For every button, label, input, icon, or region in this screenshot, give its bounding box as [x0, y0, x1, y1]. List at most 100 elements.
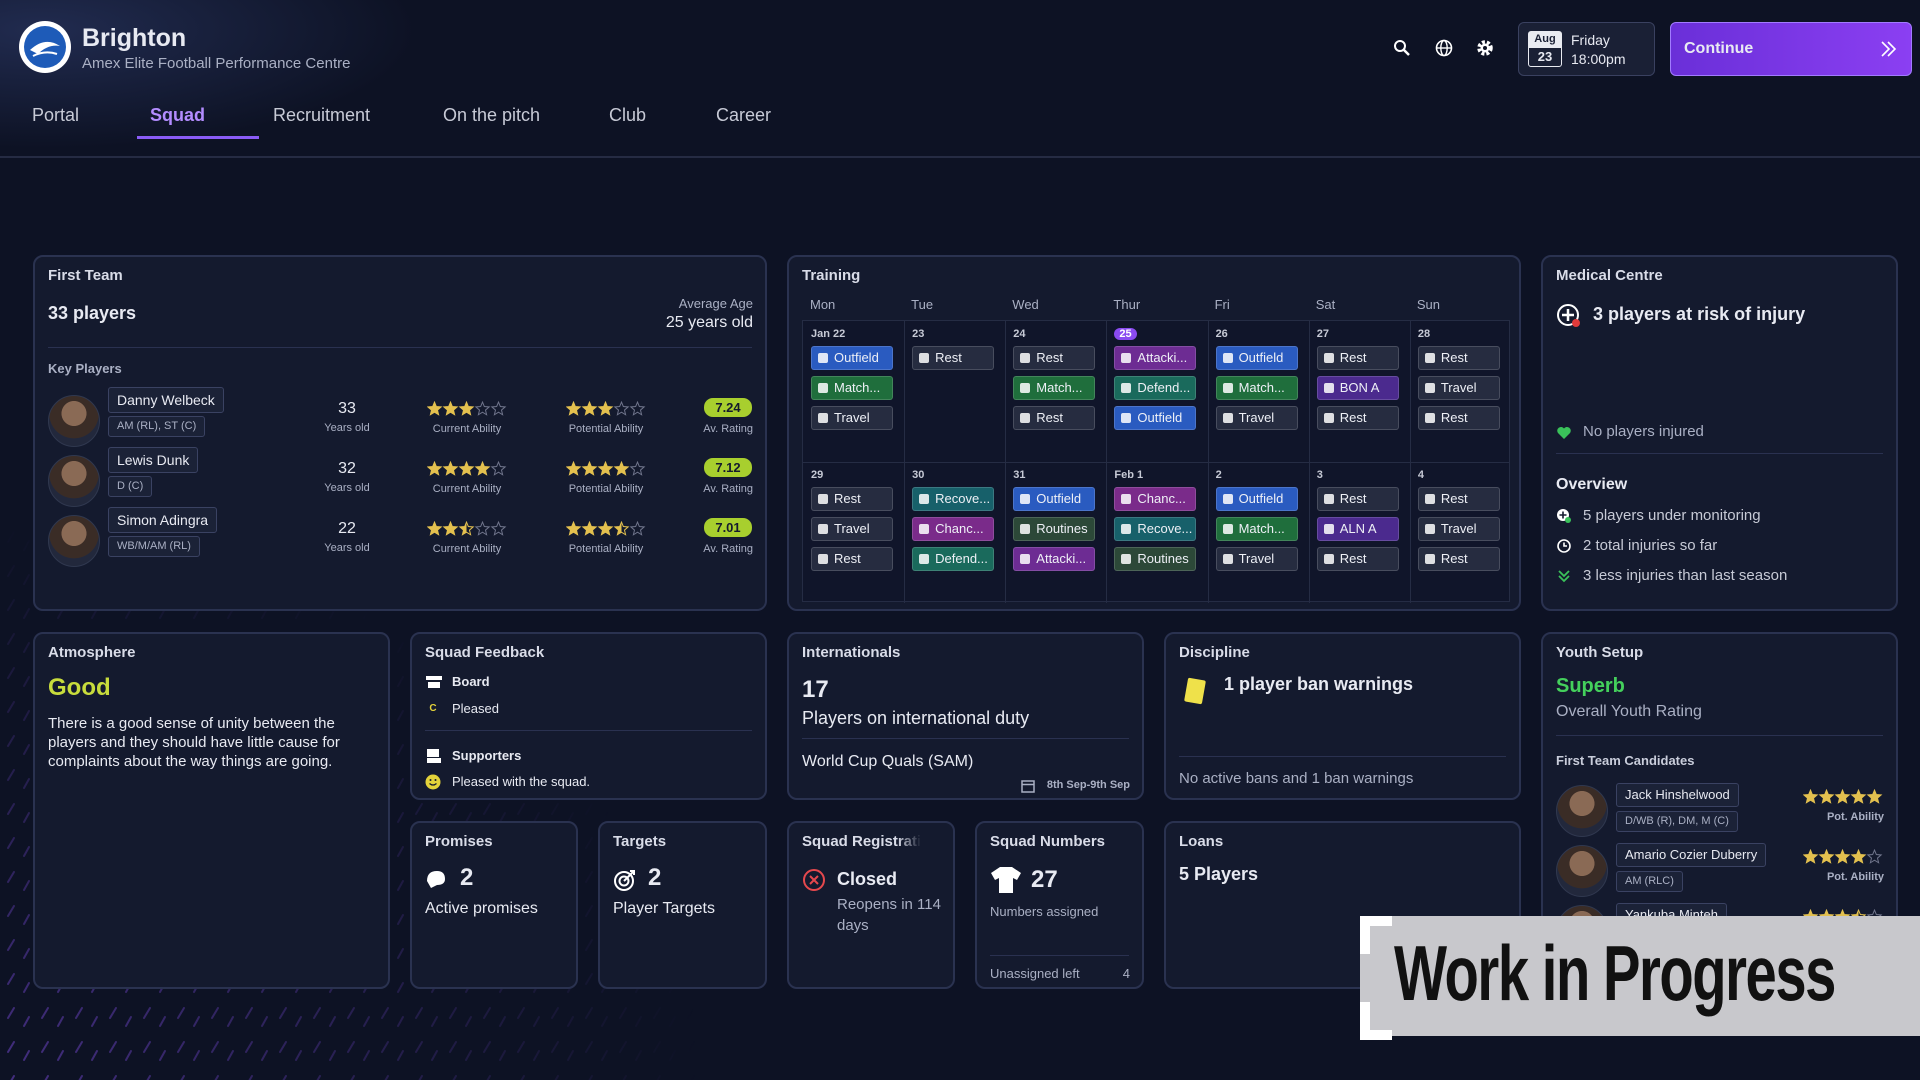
training-session[interactable]: Rest: [1013, 406, 1096, 430]
promises-panel[interactable]: Promises 2 Active promises: [410, 821, 578, 989]
training-session[interactable]: Rest: [1316, 406, 1399, 430]
rating-label: Av. Rating: [703, 423, 753, 435]
targets-panel[interactable]: Targets 2 Player Targets: [598, 821, 767, 989]
internationals-panel[interactable]: Internationals 17 Players on internation…: [787, 632, 1144, 800]
club-logo[interactable]: [18, 20, 72, 74]
training-session[interactable]: Rest: [1417, 487, 1500, 511]
nav-tab[interactable]: Recruitment: [273, 105, 371, 125]
nav-tab[interactable]: Club: [609, 105, 647, 125]
candidate-name[interactable]: Jack Hinshelwood: [1616, 783, 1739, 807]
training-session[interactable]: Match...: [1215, 376, 1298, 400]
nav-tab[interactable]: Career: [716, 105, 772, 125]
training-session[interactable]: Rest: [1417, 406, 1500, 430]
date-widget[interactable]: Aug 23 Friday 18:00pm: [1518, 22, 1655, 76]
training-session[interactable]: ALN A: [1316, 517, 1399, 541]
search-icon[interactable]: [1393, 39, 1411, 57]
star: [597, 461, 614, 476]
training-session[interactable]: Travel: [1417, 376, 1500, 400]
training-session[interactable]: Rest: [1316, 346, 1399, 370]
panel-title: Targets: [613, 833, 667, 850]
player-name[interactable]: Lewis Dunk: [108, 447, 199, 473]
training-session[interactable]: Chanc...: [1114, 487, 1197, 511]
training-session[interactable]: Attacki...: [1013, 547, 1096, 571]
training-session[interactable]: Match...: [811, 376, 893, 400]
training-session[interactable]: Rest: [1316, 487, 1399, 511]
training-session[interactable]: Travel: [1417, 517, 1500, 541]
training-session[interactable]: Travel: [1215, 547, 1298, 571]
nav-tab[interactable]: On the pitch: [443, 105, 541, 125]
training-session[interactable]: Outfield: [1114, 406, 1197, 430]
continue-button[interactable]: Continue: [1670, 22, 1912, 76]
training-session[interactable]: Rest: [1417, 547, 1500, 571]
divider: [802, 738, 1129, 739]
player-positions: AM (RL), ST (C): [108, 416, 206, 437]
day-date: 24: [1013, 328, 1026, 340]
training-session[interactable]: Rest: [811, 487, 893, 511]
training-session[interactable]: Routines: [1013, 517, 1096, 541]
day-divider: [1207, 321, 1209, 462]
training-session[interactable]: Travel: [1215, 406, 1298, 430]
squad-numbers-panel[interactable]: Squad Numbers 27 Numbers assigned Unassi…: [975, 821, 1144, 989]
globe-icon[interactable]: [1435, 39, 1453, 57]
star-rating: [427, 521, 507, 536]
training-session[interactable]: Match...: [1013, 376, 1096, 400]
session-icon: [919, 353, 930, 363]
star: [566, 401, 582, 416]
medical-panel[interactable]: Medical Centre 3 players at risk of inju…: [1541, 255, 1898, 611]
day-date: 29: [811, 469, 824, 481]
training-session[interactable]: Outfield: [1215, 346, 1298, 370]
training-session[interactable]: Chanc...: [912, 517, 995, 541]
training-session[interactable]: Travel: [811, 517, 893, 541]
discipline-panel[interactable]: Discipline 1 player ban warnings No acti…: [1164, 632, 1521, 800]
training-session[interactable]: Defend...: [912, 547, 995, 571]
star: [597, 401, 614, 416]
training-session[interactable]: Outfield: [1013, 487, 1096, 511]
panel-title: Squad Numbers: [990, 833, 1106, 850]
squad-feedback-panel[interactable]: Squad Feedback Board C Pleased Supporter…: [410, 632, 767, 800]
training-session[interactable]: Attacki...: [1114, 346, 1197, 370]
training-session[interactable]: Defend...: [1114, 376, 1197, 400]
training-session[interactable]: Rest: [912, 346, 995, 370]
training-session[interactable]: Recove...: [1114, 517, 1197, 541]
settings-icon[interactable]: [1476, 39, 1494, 57]
icon-shape: [1558, 570, 1570, 583]
training-session[interactable]: Outfield: [1215, 487, 1298, 511]
session-icon: [1020, 353, 1031, 363]
star: [1834, 789, 1851, 804]
session-icon: [1222, 524, 1233, 534]
star: [427, 401, 443, 416]
training-session[interactable]: Travel: [811, 406, 893, 430]
training-session[interactable]: Rest: [1013, 346, 1096, 370]
training-session[interactable]: BON A: [1316, 376, 1399, 400]
first-team-panel[interactable]: First Team 33 players Average Age 25 yea…: [33, 255, 767, 611]
training-session[interactable]: Routines: [1114, 547, 1197, 571]
candidate-name[interactable]: Amario Cozier Duberry: [1616, 843, 1767, 867]
session-icon: [1020, 554, 1031, 564]
training-session[interactable]: Recove...: [912, 487, 995, 511]
registration-panel[interactable]: Squad Registrati Closed Reopens in 114 d…: [787, 821, 955, 989]
nav-tab[interactable]: Portal: [32, 105, 80, 125]
training-panel[interactable]: Training Jan 22 Outfield Match... Travel 23 R…: [787, 255, 1521, 611]
star: [1818, 789, 1835, 804]
star-rating: [566, 461, 646, 476]
atmosphere-panel[interactable]: Atmosphere Good There is a good sense of…: [33, 632, 390, 989]
player-name[interactable]: Danny Welbeck: [108, 387, 224, 413]
training-session[interactable]: Outfield: [811, 346, 893, 370]
nav-tab[interactable]: Squad: [150, 105, 206, 125]
panel-title: Promises: [425, 833, 493, 850]
day-date: 26: [1215, 328, 1228, 340]
training-session[interactable]: Match...: [1215, 517, 1298, 541]
star: [597, 521, 614, 536]
training-session[interactable]: Rest: [1316, 547, 1399, 571]
training-session[interactable]: Rest: [811, 547, 893, 571]
target-label: Player Targets: [613, 900, 715, 917]
age-label: Years old: [324, 482, 370, 494]
ban-warnings: 1 player ban warnings: [1224, 674, 1414, 694]
player-name[interactable]: Simon Adingra: [108, 507, 218, 533]
star: [629, 461, 646, 476]
session-icon: [1323, 494, 1334, 504]
star: [442, 461, 459, 476]
bracket: [1360, 1030, 1392, 1040]
training-session[interactable]: Rest: [1417, 346, 1500, 370]
